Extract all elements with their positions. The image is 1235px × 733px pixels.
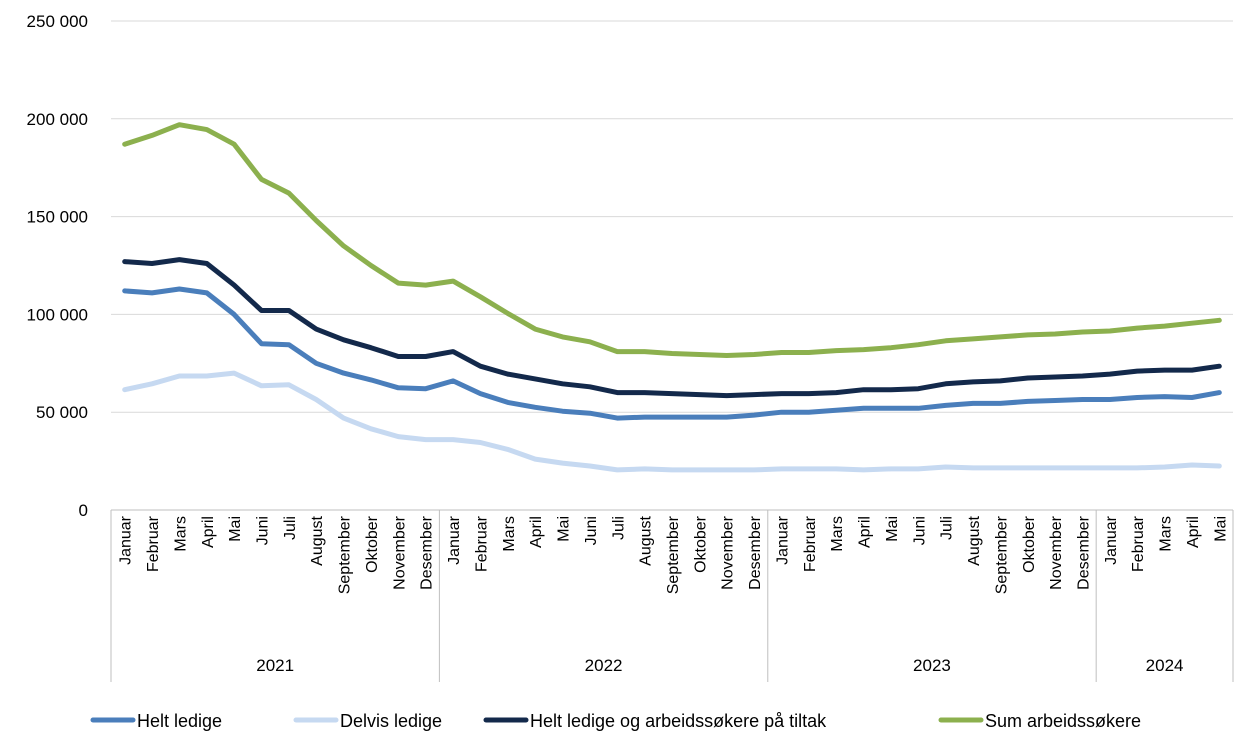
x-tick-label: Oktober (364, 515, 381, 573)
y-tick-label: 50 000 (36, 403, 88, 422)
x-tick-label: November (720, 515, 737, 589)
x-tick-label: Mars (1158, 516, 1175, 552)
y-tick-label: 250 000 (27, 12, 88, 31)
y-tick-label: 0 (79, 501, 88, 520)
x-tick-label: April (857, 516, 874, 548)
x-tick-label: November (1048, 515, 1065, 589)
x-tick-label: Juli (939, 516, 956, 540)
x-tick-label: Mars (172, 516, 189, 552)
x-tick-label: Mai (1212, 516, 1229, 542)
series-line-3 (122, 122, 1222, 358)
x-tick-label: Januar (118, 515, 135, 565)
y-tick-label: 200 000 (27, 110, 88, 129)
year-label: 2021 (256, 656, 294, 675)
y-tick-label: 150 000 (27, 208, 88, 227)
x-tick-label: Januar (446, 515, 463, 565)
x-tick-label: September (993, 515, 1010, 594)
y-axis: 0 50 000 100 000 150 000 200 000 250 000 (27, 12, 88, 520)
x-tick-label: September (665, 515, 682, 594)
legend: Helt ledige Delvis ledige Helt ledige og a… (90, 711, 1141, 731)
legend-label: Helt ledige og arbeidssøkere på tiltak (530, 711, 827, 731)
year-label: 2023 (913, 656, 951, 675)
x-tick-label: Juni (255, 516, 272, 545)
legend-label: Sum arbeidssøkere (985, 711, 1141, 731)
x-tick-label: Juni (911, 516, 928, 545)
x-axis (110, 509, 1234, 682)
legend-label: Delvis ledige (340, 711, 442, 731)
year-label: 2022 (585, 656, 623, 675)
series-line-2 (122, 257, 1222, 399)
series-line-0 (122, 286, 1222, 421)
x-tick-label: Januar (774, 515, 791, 565)
series-line-1 (122, 370, 1222, 473)
year-label: 2024 (1146, 656, 1184, 675)
x-tick-label: November (391, 515, 408, 589)
x-tick-label: Januar (1103, 515, 1120, 565)
legend-label: Helt ledige (137, 711, 222, 731)
x-tick-label: Februar (473, 515, 490, 572)
x-tick-label: Februar (1130, 515, 1147, 572)
x-tick-label: August (309, 515, 326, 565)
x-axis-year-labels: 2021 2022 2023 2024 (256, 656, 1183, 675)
x-axis-month-labels: Januar Februar Mars April Mai Juni Juli August S… (118, 515, 1230, 594)
x-tick-label: Juni (583, 516, 600, 545)
x-tick-label: Juli (610, 516, 627, 540)
x-tick-label: Februar (145, 515, 162, 572)
x-tick-label: Juli (282, 516, 299, 540)
x-tick-label: September (337, 515, 354, 594)
x-tick-label: Oktober (1021, 515, 1038, 573)
x-tick-label: April (1185, 516, 1202, 548)
x-tick-label: August (966, 515, 983, 565)
x-tick-label: April (200, 516, 217, 548)
x-tick-label: Desember (747, 515, 764, 589)
series-lines (122, 122, 1222, 473)
x-tick-label: Desember (419, 515, 436, 589)
x-tick-label: Mars (501, 516, 518, 552)
x-tick-label: Februar (802, 515, 819, 572)
x-tick-label: April (528, 516, 545, 548)
y-tick-label: 100 000 (27, 305, 88, 324)
x-tick-label: Oktober (692, 515, 709, 573)
x-tick-label: Mai (556, 516, 573, 542)
x-tick-label: Mars (829, 516, 846, 552)
x-tick-label: Mai (227, 516, 244, 542)
x-tick-label: Mai (884, 516, 901, 542)
x-tick-label: Desember (1075, 515, 1092, 589)
x-tick-label: August (638, 515, 655, 565)
